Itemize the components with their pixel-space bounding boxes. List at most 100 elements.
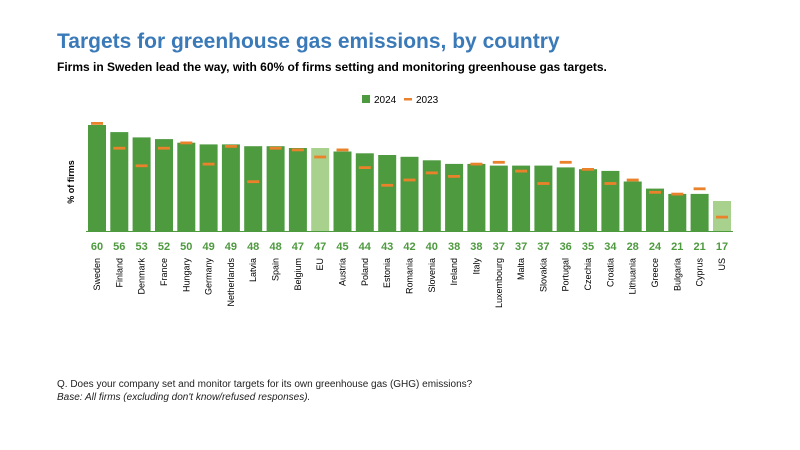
chart-subtitle: Firms in Sweden lead the way, with 60% o…: [57, 60, 607, 74]
bar-greece: [646, 188, 664, 231]
marker-2023-cyprus: [693, 187, 706, 191]
category-label-hungary: Hungary: [181, 258, 191, 293]
category-label-estonia: Estonia: [382, 258, 392, 288]
category-label-ireland: Ireland: [449, 258, 459, 286]
category-labels: Sweden Finland Denmark France Hungary Germany…: [92, 258, 727, 309]
bar-austria: [333, 151, 352, 231]
bar-cyprus: [690, 193, 709, 231]
bar-finland: [110, 132, 129, 231]
bar-estonia: [378, 155, 397, 231]
value-label-belgium: 47: [292, 241, 304, 253]
marker-2023-netherlands: [224, 145, 237, 148]
marker-2023-eu: [314, 155, 327, 159]
value-label-lithuania: 28: [627, 241, 639, 253]
bar-spain: [266, 146, 285, 231]
category-label-france: France: [159, 258, 169, 286]
value-label-finland: 56: [113, 241, 125, 253]
bar-france: [155, 139, 173, 231]
value-label-latvia: 48: [247, 241, 259, 253]
category-label-spain: Spain: [271, 258, 281, 281]
marker-2023-hungary: [180, 141, 193, 145]
value-label-bulgaria: 21: [671, 241, 683, 253]
marker-2023-portugal: [559, 160, 572, 164]
bar-czechia: [579, 169, 597, 231]
value-labels: 60 56 53 52 50 49 49 48 48 47 47 45 44 43 42 40 38 38 37 37…: [91, 241, 728, 253]
bar-netherlands: [221, 144, 240, 231]
value-label-denmark: 53: [135, 241, 147, 253]
bar-luxembourg: [489, 165, 508, 231]
marker-2023-italy: [470, 162, 483, 166]
marker-2023-slovenia: [425, 171, 438, 175]
marker-2023-slovakia: [537, 182, 550, 185]
category-label-slovenia: Slovenia: [427, 258, 437, 293]
bar-belgium: [288, 148, 307, 231]
value-label-estonia: 43: [381, 241, 393, 253]
category-label-portugal: Portugal: [561, 258, 571, 292]
category-label-croatia: Croatia: [605, 258, 615, 287]
category-label-slovakia: Slovakia: [538, 258, 548, 292]
category-label-bulgaria: Bulgaria: [672, 258, 682, 291]
marker-2023-estonia: [381, 183, 394, 187]
value-label-us: 17: [716, 241, 728, 253]
category-label-germany: Germany: [204, 258, 214, 296]
bar-eu: [311, 148, 330, 231]
value-label-romania: 42: [403, 241, 415, 253]
value-label-malta: 37: [515, 241, 527, 253]
category-label-poland: Poland: [360, 258, 370, 286]
marker-2023-finland: [113, 146, 126, 150]
category-label-czechia: Czechia: [583, 258, 593, 291]
category-label-lithuania: Lithuania: [628, 258, 638, 295]
value-label-netherlands: 49: [225, 241, 237, 253]
bar-slovenia: [422, 160, 441, 231]
category-label-belgium: Belgium: [293, 258, 303, 291]
marker-2023-us: [716, 215, 728, 219]
footnote-question: Q. Does your company set and monitor tar…: [57, 379, 473, 390]
category-label-sweden: Sweden: [92, 258, 102, 291]
marker-2023-latvia: [247, 180, 260, 184]
legend-label-2024: 2024: [374, 95, 397, 106]
marker-2023-austria: [336, 148, 349, 152]
value-label-cyprus: 21: [693, 241, 705, 253]
value-label-france: 52: [158, 241, 170, 253]
legend-label-2023: 2023: [416, 95, 439, 106]
marker-2023-sweden: [91, 122, 103, 125]
value-label-italy: 38: [470, 241, 482, 253]
footnote-base: Base: All firms (excluding don't know/re…: [57, 392, 311, 403]
bar-lithuania: [623, 181, 642, 231]
category-label-finland: Finland: [114, 258, 124, 288]
bar-hungary: [177, 142, 196, 231]
legend-swatch-2024: [362, 95, 370, 103]
value-label-greece: 24: [649, 241, 662, 253]
marker-2023-germany: [202, 162, 215, 166]
marker-2023-greece: [649, 190, 661, 194]
marker-2023-bulgaria: [671, 192, 684, 196]
bar-slovakia: [534, 165, 553, 231]
legend-swatch-2023: [404, 98, 412, 101]
marker-2023-belgium: [291, 148, 304, 152]
marker-2023-romania: [403, 178, 416, 182]
category-label-eu: EU: [315, 258, 325, 271]
value-label-slovakia: 37: [537, 241, 549, 253]
marker-2023-czechia: [582, 168, 594, 171]
bar-croatia: [601, 170, 620, 231]
bar-sweden: [88, 125, 106, 231]
category-label-luxembourg: Luxembourg: [494, 258, 504, 308]
footnote: Q. Does your company set and monitor tar…: [57, 378, 472, 404]
value-label-sweden: 60: [91, 241, 103, 253]
bar-romania: [400, 156, 419, 231]
marker-2023-malta: [515, 169, 528, 173]
marker-2023-poland: [358, 166, 371, 169]
category-label-cyprus: Cyprus: [695, 258, 705, 287]
marker-2023-ireland: [448, 175, 461, 178]
bar-italy: [467, 163, 486, 231]
value-label-slovenia: 40: [426, 241, 438, 253]
bar-germany: [199, 144, 218, 231]
category-label-us: US: [717, 258, 727, 271]
bar-denmark: [132, 137, 151, 231]
value-label-portugal: 36: [560, 241, 572, 253]
marker-2023-spain: [269, 146, 282, 150]
value-label-czechia: 35: [582, 241, 594, 253]
value-label-austria: 45: [336, 241, 348, 253]
category-label-greece: Greece: [650, 258, 660, 288]
